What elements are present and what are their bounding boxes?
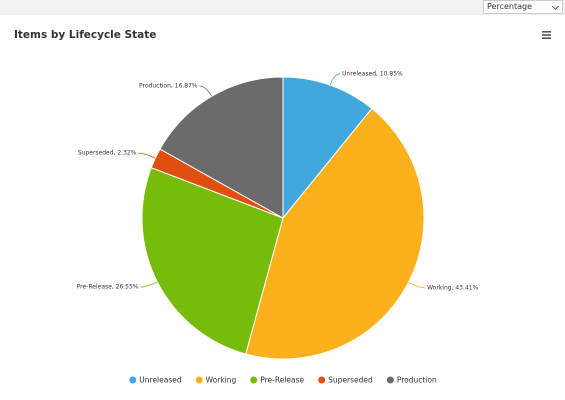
data-label: Pre-Release, 26.55% (77, 284, 139, 291)
legend-marker (250, 376, 258, 384)
data-label: Production, 16.87% (139, 82, 198, 89)
legend-label: Superseded (328, 376, 373, 385)
legend: Unreleased Working Pre-Release Superseded Pr… (129, 376, 437, 385)
legend-marker (386, 376, 394, 384)
chart-menu[interactable] (542, 31, 551, 39)
menu-bar (542, 34, 551, 36)
legend-marker (318, 376, 326, 384)
menu-bar (542, 31, 551, 33)
label-connector (329, 73, 341, 86)
pie-slice (245, 107, 425, 360)
legend-marker (129, 376, 137, 384)
legend-label: Pre-Release (260, 376, 304, 385)
data-label: Unreleased, 10.85% (342, 70, 403, 77)
metric-dropdown[interactable]: Percentage (483, 0, 563, 14)
menu-bar (542, 37, 551, 39)
label-connector (140, 281, 158, 288)
data-label: Working, 43.41% (427, 284, 478, 291)
label-connector (138, 152, 156, 159)
data-label: Superseded, 2.32% (78, 150, 137, 157)
label-connector (408, 282, 426, 289)
legend-label: Working (206, 376, 237, 385)
label-connector (199, 85, 213, 97)
chart-title: Items by Lifecycle State (14, 29, 156, 41)
toolbar: Percentage (0, 0, 565, 15)
legend-marker (195, 376, 203, 384)
legend-label: Unreleased (139, 376, 182, 385)
pie-slice (159, 76, 284, 219)
legend-label: Production (397, 376, 437, 385)
